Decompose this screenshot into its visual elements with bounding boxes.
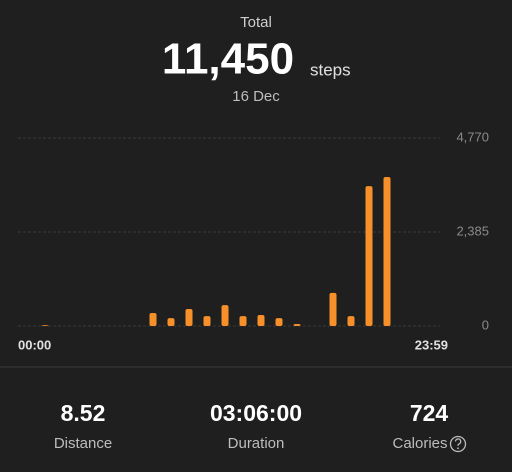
bar — [257, 314, 265, 326]
bar — [41, 325, 49, 326]
bar — [167, 318, 175, 326]
stat-label: Calories — [392, 435, 447, 452]
x-tick-label: 23:59 — [415, 337, 448, 352]
total-label: Total — [240, 14, 272, 31]
bar — [293, 324, 301, 326]
bar — [239, 316, 247, 326]
bar — [149, 312, 157, 326]
bar — [365, 186, 373, 326]
stat-label: Duration — [228, 435, 285, 452]
help-icon[interactable] — [449, 435, 467, 453]
bar — [347, 316, 355, 326]
bar — [383, 177, 391, 326]
bar — [203, 316, 211, 326]
y-tick-label: 4,770 — [456, 129, 489, 144]
stat-value: 03:06:00 — [210, 400, 302, 426]
bar — [185, 309, 193, 326]
stat-value: 8.52 — [61, 400, 106, 426]
bar — [329, 292, 337, 326]
total-unit: steps — [310, 60, 351, 79]
stat-value: 724 — [410, 400, 449, 426]
bar — [221, 305, 229, 326]
y-tick-label: 2,385 — [456, 223, 489, 238]
x-tick-label: 00:00 — [18, 337, 51, 352]
bar — [275, 318, 283, 326]
total-value: 11,450 — [162, 35, 294, 84]
stat-label: Distance — [54, 435, 112, 452]
date-label: 16 Dec — [232, 88, 280, 105]
y-tick-label: 0 — [482, 317, 489, 332]
